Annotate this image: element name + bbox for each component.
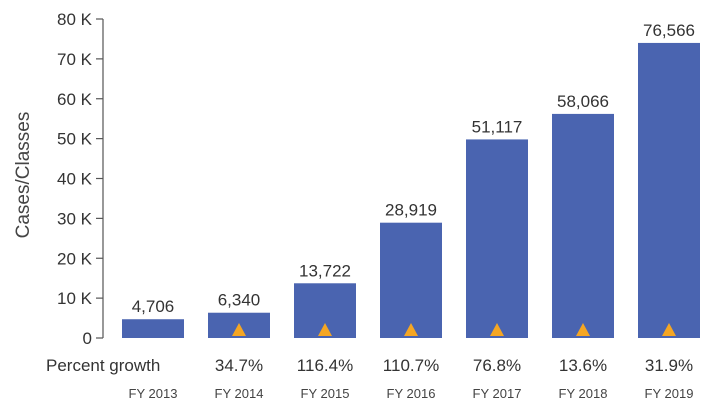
growth-up-marker	[318, 323, 332, 336]
x-tick-label: FY 2016	[387, 386, 436, 401]
bar-value-label: 28,919	[385, 201, 437, 220]
y-tick-label: 50 K	[57, 130, 93, 149]
bars	[122, 42, 700, 339]
growth-row: 34.7% 116.4% 110.7% 76.8% 13.6% 31.9%	[215, 356, 693, 375]
bar-value-label: 6,340	[218, 291, 261, 310]
y-tick-label: 40 K	[57, 170, 93, 189]
bar-value-label: 76,566	[643, 21, 695, 40]
x-axis-labels: FY 2013 FY 2014 FY 2015 FY 2016 FY 2017 FY 20…	[129, 386, 694, 401]
x-tick-label: FY 2014	[215, 386, 264, 401]
growth-row-label: Percent growth	[46, 356, 160, 375]
y-tick-label: 10 K	[57, 289, 93, 308]
growth-up-marker	[232, 323, 246, 336]
growth-markers	[232, 323, 676, 336]
x-tick-label: FY 2015	[301, 386, 350, 401]
x-tick-label: FY 2018	[559, 386, 608, 401]
y-axis-title: Cases/Classes	[13, 112, 34, 239]
y-tick-label: 60 K	[57, 90, 93, 109]
value-labels: 4,706 6,340 13,722 28,919 51,117 58,066 76,566	[132, 21, 695, 316]
growth-value: 116.4%	[297, 356, 353, 375]
growth-value: 34.7%	[215, 356, 263, 375]
bar	[122, 319, 184, 338]
y-tick-label: 20 K	[57, 249, 93, 268]
bar-value-label: 58,066	[557, 92, 609, 111]
growth-up-marker	[662, 323, 676, 336]
y-tick-label: 30 K	[57, 209, 93, 228]
y-tick-label: 80 K	[57, 10, 93, 29]
growth-up-marker	[490, 323, 504, 336]
growth-value: 31.9%	[645, 356, 693, 375]
x-tick-label: FY 2017	[473, 386, 522, 401]
x-tick-label: FY 2013	[129, 386, 178, 401]
y-tick-label: 70 K	[57, 50, 93, 69]
bar-value-label: 51,117	[472, 117, 523, 136]
growth-value: 110.7%	[383, 356, 439, 375]
growth-up-marker	[404, 323, 418, 336]
bar-value-label: 13,722	[299, 261, 351, 280]
y-tick-label: 0	[83, 329, 92, 348]
bar	[638, 42, 700, 339]
bar-value-label: 4,706	[132, 297, 175, 316]
growth-value: 13.6%	[559, 356, 607, 375]
bar	[380, 222, 442, 338]
growth-value: 76.8%	[473, 356, 521, 375]
bar	[466, 139, 528, 338]
y-axis: 0 10 K 20 K 30 K 40 K 50 K 60 K 70 K 80 K	[57, 10, 104, 348]
x-tick-label: FY 2019	[645, 386, 694, 401]
growth-up-marker	[576, 323, 590, 336]
bar	[552, 113, 614, 338]
